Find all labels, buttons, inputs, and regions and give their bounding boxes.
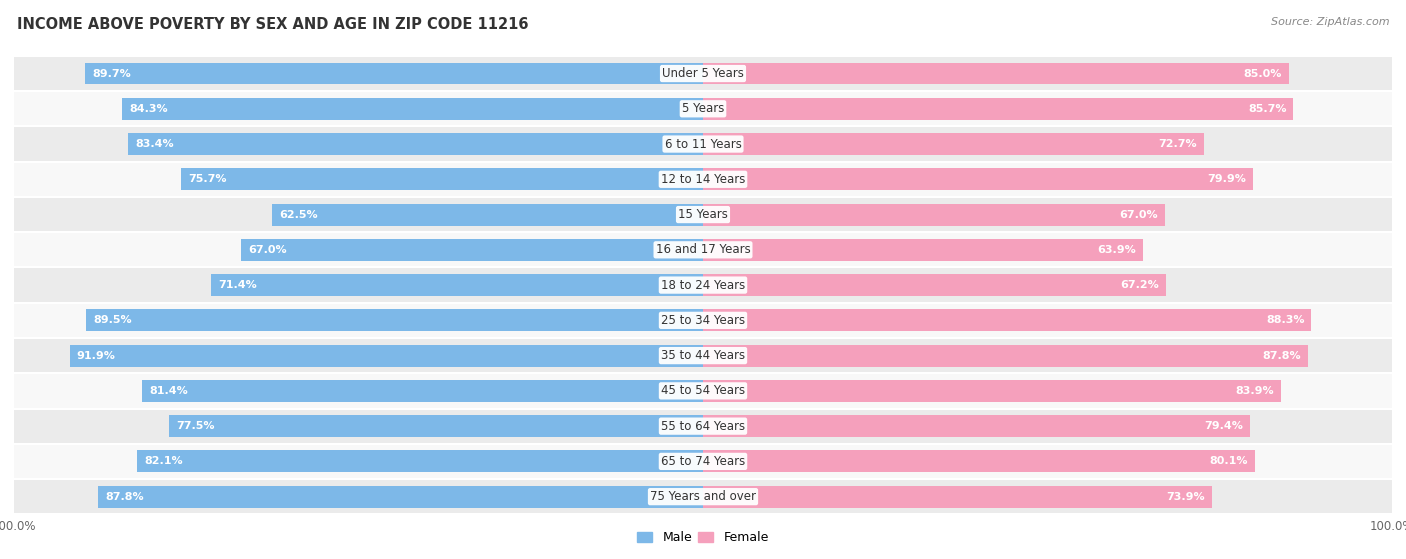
Bar [14, 56, 1392, 91]
Text: 62.5%: 62.5% [280, 210, 318, 220]
Bar [703, 345, 1308, 367]
Text: 82.1%: 82.1% [145, 456, 183, 466]
Text: 67.0%: 67.0% [1119, 210, 1157, 220]
Text: 25 to 34 Years: 25 to 34 Years [661, 314, 745, 327]
Bar [703, 310, 1312, 331]
Bar [14, 409, 1392, 444]
Bar [211, 274, 703, 296]
Text: 85.7%: 85.7% [1249, 104, 1286, 114]
Bar [14, 267, 1392, 303]
Bar [86, 310, 703, 331]
Bar [14, 479, 1392, 514]
Bar [703, 98, 1294, 120]
Bar [273, 203, 703, 225]
Text: 72.7%: 72.7% [1159, 139, 1197, 149]
Text: 89.7%: 89.7% [91, 69, 131, 78]
Text: 6 to 11 Years: 6 to 11 Years [665, 138, 741, 150]
Bar [142, 380, 703, 402]
Text: 79.4%: 79.4% [1205, 421, 1243, 431]
Text: 87.8%: 87.8% [105, 492, 143, 501]
Bar [14, 373, 1392, 409]
Bar [703, 168, 1254, 190]
Text: 67.2%: 67.2% [1121, 280, 1159, 290]
Bar [703, 239, 1143, 260]
Text: 67.0%: 67.0% [249, 245, 287, 255]
Bar [181, 168, 703, 190]
Text: 75.7%: 75.7% [188, 174, 226, 184]
Bar [14, 162, 1392, 197]
Bar [703, 203, 1164, 225]
Bar [703, 380, 1281, 402]
Text: 15 Years: 15 Years [678, 208, 728, 221]
Bar [14, 91, 1392, 126]
Text: 87.8%: 87.8% [1263, 350, 1301, 361]
Bar [169, 415, 703, 437]
Bar [14, 303, 1392, 338]
Bar [84, 63, 703, 84]
Text: 88.3%: 88.3% [1265, 315, 1305, 325]
Bar [70, 345, 703, 367]
Bar [703, 274, 1166, 296]
Text: 84.3%: 84.3% [129, 104, 167, 114]
Text: 89.5%: 89.5% [93, 315, 132, 325]
Text: 91.9%: 91.9% [77, 350, 115, 361]
Text: 77.5%: 77.5% [176, 421, 215, 431]
Text: 85.0%: 85.0% [1243, 69, 1282, 78]
Text: 83.4%: 83.4% [135, 139, 174, 149]
Bar [14, 444, 1392, 479]
Text: 71.4%: 71.4% [218, 280, 257, 290]
Bar [703, 63, 1289, 84]
Bar [703, 486, 1212, 508]
Text: 5 Years: 5 Years [682, 102, 724, 115]
Text: INCOME ABOVE POVERTY BY SEX AND AGE IN ZIP CODE 11216: INCOME ABOVE POVERTY BY SEX AND AGE IN Z… [17, 17, 529, 32]
Text: Under 5 Years: Under 5 Years [662, 67, 744, 80]
Text: 73.9%: 73.9% [1167, 492, 1205, 501]
Text: 12 to 14 Years: 12 to 14 Years [661, 173, 745, 186]
Text: 45 to 54 Years: 45 to 54 Years [661, 385, 745, 397]
Bar [128, 133, 703, 155]
Bar [98, 486, 703, 508]
Bar [703, 451, 1254, 472]
Text: 55 to 64 Years: 55 to 64 Years [661, 420, 745, 433]
Bar [14, 197, 1392, 232]
Bar [14, 338, 1392, 373]
Bar [14, 232, 1392, 267]
Bar [122, 98, 703, 120]
Text: 18 to 24 Years: 18 to 24 Years [661, 278, 745, 292]
Text: 65 to 74 Years: 65 to 74 Years [661, 455, 745, 468]
Bar [14, 126, 1392, 162]
Bar [242, 239, 703, 260]
Text: 81.4%: 81.4% [149, 386, 188, 396]
Text: 75 Years and over: 75 Years and over [650, 490, 756, 503]
Text: 16 and 17 Years: 16 and 17 Years [655, 243, 751, 257]
Text: 80.1%: 80.1% [1209, 456, 1249, 466]
Bar [703, 415, 1250, 437]
Text: 79.9%: 79.9% [1208, 174, 1247, 184]
Text: Source: ZipAtlas.com: Source: ZipAtlas.com [1271, 17, 1389, 27]
Text: 35 to 44 Years: 35 to 44 Years [661, 349, 745, 362]
Text: 83.9%: 83.9% [1236, 386, 1274, 396]
Legend: Male, Female: Male, Female [633, 526, 773, 549]
Text: 63.9%: 63.9% [1098, 245, 1136, 255]
Bar [138, 451, 703, 472]
Bar [703, 133, 1204, 155]
